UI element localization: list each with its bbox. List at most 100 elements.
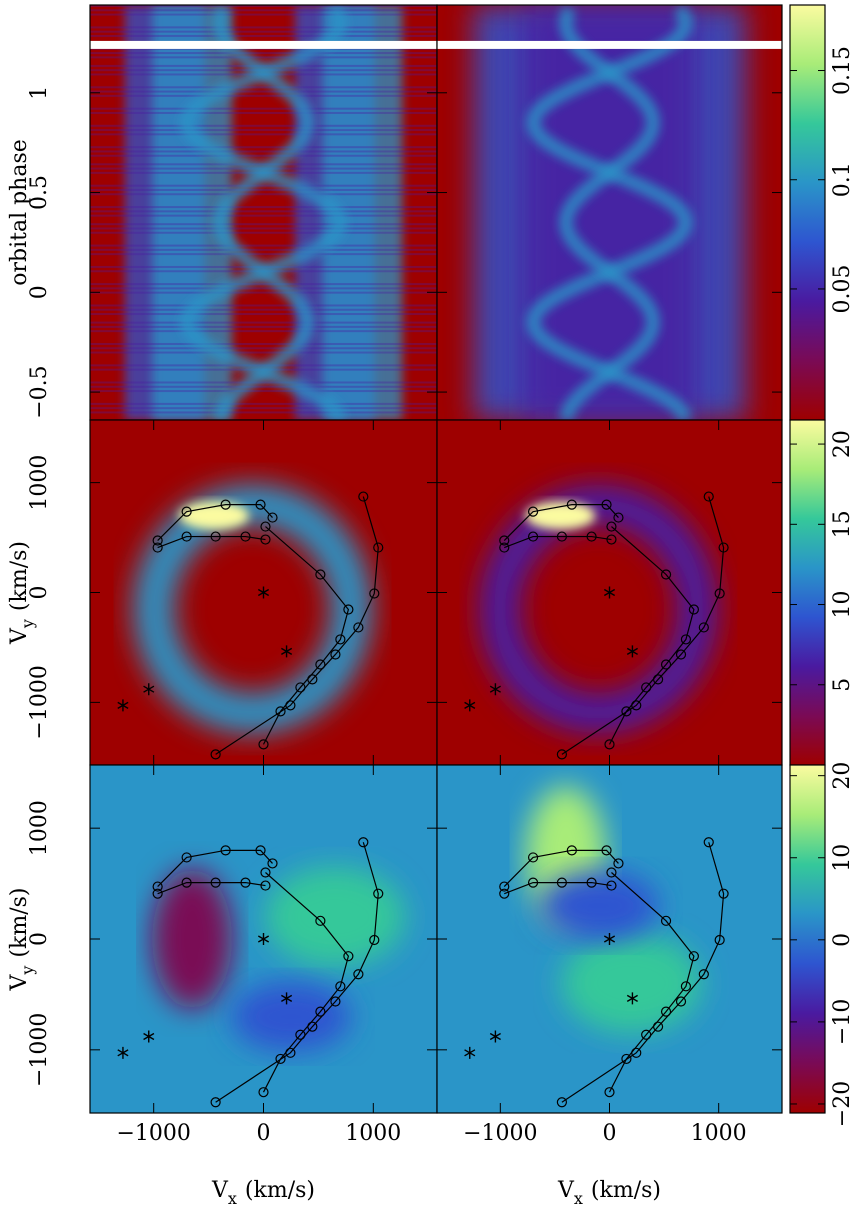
stream-point [621,1053,632,1065]
stream-point [260,521,271,532]
label-unit: (km/s) [7,888,32,958]
stream-point [714,934,725,946]
image-noise [90,227,437,230]
stream-point [499,542,510,553]
stream-point [152,881,163,892]
panel [437,5,782,420]
image-noise [90,390,437,393]
stream-point [255,845,266,856]
image-noise [90,411,437,414]
x-tick-label: −1000 [116,1121,190,1146]
star-marker [143,1030,155,1043]
y-tick-label: 0 [27,586,52,600]
y-tick-label: 0 [27,285,52,299]
image-noise [90,287,437,290]
star-marker [117,699,129,712]
image-noise [90,94,437,97]
star-marker [257,933,270,945]
stream-point [613,512,624,523]
stream-point [285,700,296,711]
x-tick-label: 0 [257,1121,271,1146]
image-noise [90,184,437,187]
stream-point [527,852,539,863]
image-noise [90,86,437,89]
stream-point [255,499,266,510]
stream-point [556,877,567,888]
stream-point [601,499,612,510]
stream-point [220,845,231,856]
image-noise [90,26,437,29]
image-noise [90,206,437,209]
star-marker [464,699,476,712]
stream-line [608,872,695,1093]
image-noise [90,129,437,132]
stream-point [613,858,624,869]
label-subscript: x [574,1189,583,1208]
stream-point [152,535,163,546]
stream-point [703,491,714,502]
y-tick-label: 0 [27,932,52,946]
stream-point [315,569,326,580]
stream-point [258,1087,269,1098]
stream-point [718,542,729,553]
stream-point [315,915,326,926]
y-tick-label: 1000 [27,455,52,511]
image-noise [90,291,437,294]
image-noise [90,9,437,12]
stream-point [358,837,369,848]
stream-line [504,535,612,549]
stream-line [215,496,379,755]
star-marker [489,1030,501,1043]
stream-point [343,951,354,962]
image-noise [90,111,437,114]
image-noise [90,231,437,234]
star-marker [464,1046,476,1059]
image-noise [90,381,437,384]
stream-point [688,604,699,615]
label-symbol: V [7,627,32,645]
image-noise [90,330,437,333]
stream-point [660,1006,672,1017]
image-noise [90,321,437,324]
colorbar-tick-label: 20 [830,430,855,458]
image-noise [90,52,437,55]
stream-point [675,649,687,660]
x-tick-label: −1000 [463,1121,537,1146]
stream-point [688,951,699,962]
image-gap [90,40,437,49]
stream-point [556,1097,567,1108]
stream-point [527,531,539,542]
image-noise [90,34,437,37]
star-marker [626,992,638,1005]
image-blob [561,933,702,1034]
stream-line [504,881,612,895]
axis-label: orbital phase [7,139,32,286]
stream-point [353,969,364,980]
stream-point [267,512,278,523]
label-symbol: V [7,974,32,992]
stream-point [714,588,725,599]
image-noise [90,342,437,345]
star-marker [143,683,155,696]
stream-line [608,526,695,745]
stream-line [503,504,619,541]
label-subscript: y [18,619,37,629]
stream-point [210,877,221,888]
stream-point [220,499,231,510]
stream-point [210,531,221,542]
stream-line [503,849,619,887]
star-marker [117,1046,129,1059]
stream-point [660,915,672,926]
stream-point [267,858,278,869]
image-noise [90,253,437,256]
axis-label: Vy (km/s) [7,541,37,645]
colorbar-tick-label: 10 [830,844,855,872]
stream-point [275,1053,286,1065]
colorbar-tick-label: 20 [830,762,855,790]
stream-point [369,588,380,599]
image-noise [90,146,437,149]
stream-point [330,649,341,660]
stream-line [157,504,273,541]
stream-point [556,749,567,760]
axis-label: Vx (km/s) [557,1178,661,1208]
